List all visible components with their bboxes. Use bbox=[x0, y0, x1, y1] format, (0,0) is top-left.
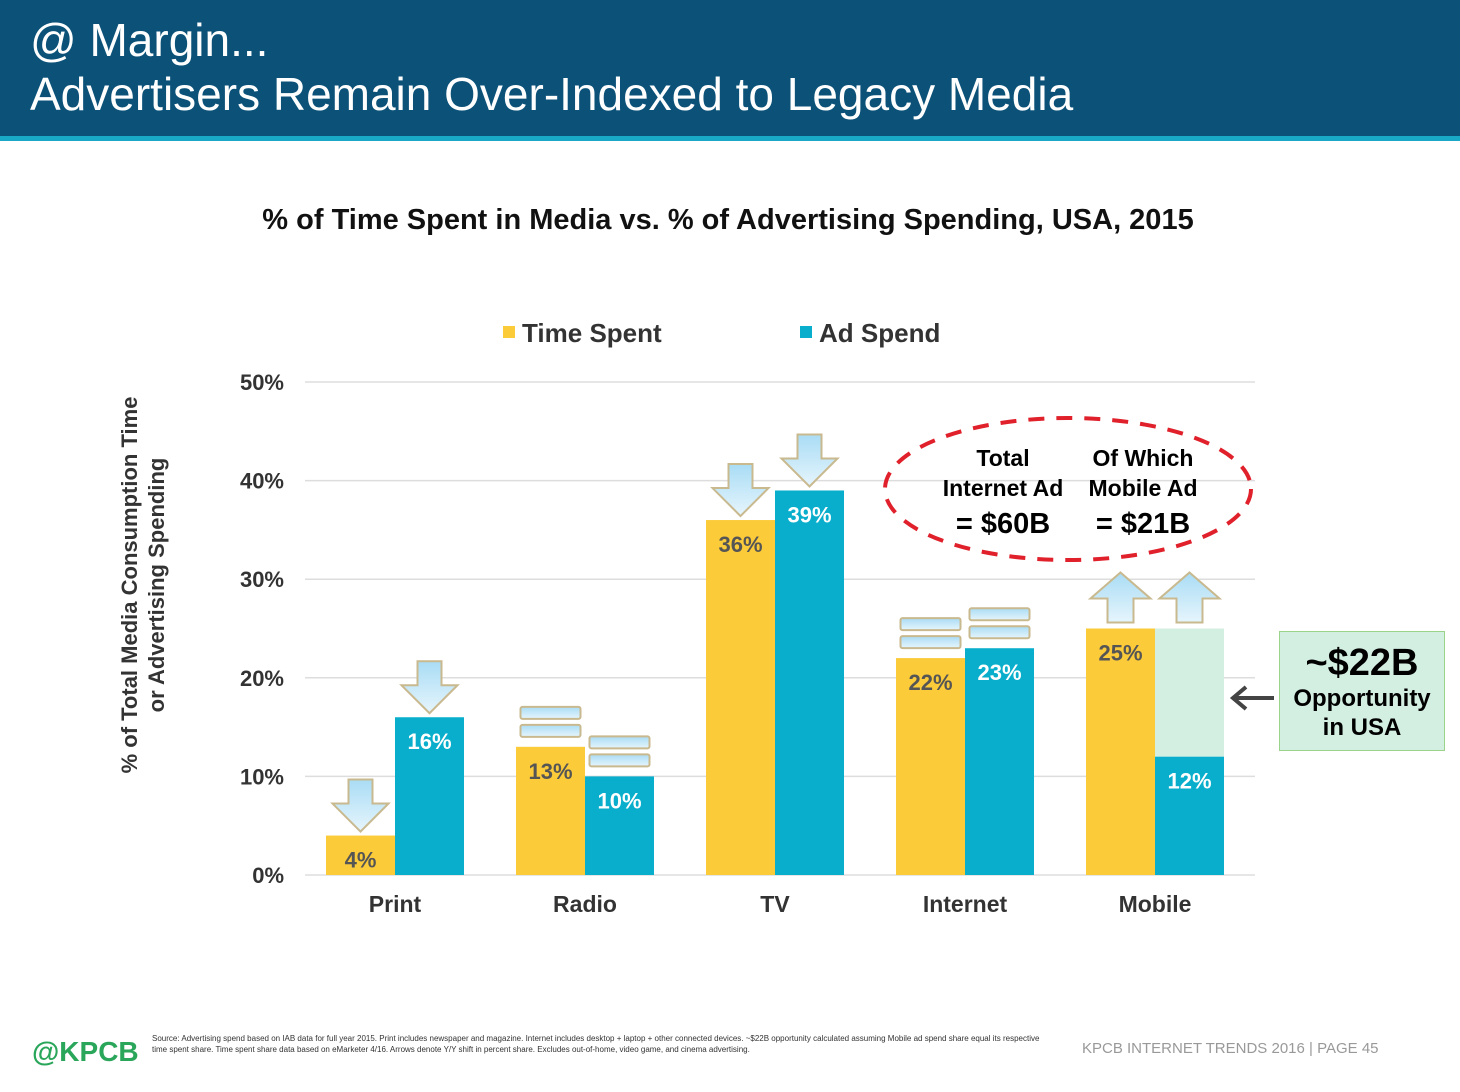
y-axis-title: % of Total Media Consumption Time or Adv… bbox=[117, 397, 169, 774]
bar-ad-spend-print bbox=[395, 717, 464, 875]
oval-text: Total bbox=[976, 445, 1029, 471]
x-tick-label: TV bbox=[760, 891, 790, 917]
bar-ad-spend-mobile bbox=[1155, 756, 1224, 875]
equal-sign-icon bbox=[588, 753, 651, 768]
equal-sign-icon bbox=[899, 635, 962, 650]
bar-time-spent-internet bbox=[896, 658, 965, 875]
page-footer: KPCB INTERNET TRENDS 2016 | PAGE 45 bbox=[1082, 1040, 1379, 1057]
mobile-opportunity-gap bbox=[1155, 628, 1224, 757]
equal-sign-icon bbox=[519, 723, 582, 738]
oval-value-mobile: = $21B bbox=[1096, 508, 1190, 540]
y-tick-label: 30% bbox=[240, 567, 284, 592]
x-tick-label: Internet bbox=[923, 891, 1008, 917]
equal-sign-icon bbox=[588, 735, 651, 750]
down-arrow-icon bbox=[330, 778, 391, 833]
header-line-1: @ Margin... bbox=[30, 14, 269, 66]
legend-label-ad-spend: Ad Spend bbox=[819, 318, 940, 348]
x-tick-label: Mobile bbox=[1119, 891, 1192, 917]
data-label: 13% bbox=[528, 759, 572, 784]
data-label: 22% bbox=[908, 670, 952, 695]
equal-sign-icon bbox=[968, 625, 1031, 640]
y-tick-label: 10% bbox=[240, 764, 284, 789]
up-arrow-icon bbox=[1087, 571, 1154, 624]
equal-sign-icon bbox=[519, 705, 582, 720]
data-label: 12% bbox=[1167, 769, 1211, 794]
source-note: Source: Advertising spend based on IAB d… bbox=[152, 1034, 1040, 1054]
legend-label-time-spent: Time Spent bbox=[522, 318, 662, 348]
oval-text: Of Which bbox=[1093, 445, 1194, 471]
data-label: 36% bbox=[718, 532, 762, 557]
bar-time-spent-tv bbox=[706, 520, 775, 875]
y-tick-label: 40% bbox=[240, 469, 284, 494]
oval-value-internet: = $60B bbox=[956, 508, 1050, 540]
dashed-oval bbox=[883, 416, 1253, 562]
bar-ad-spend-tv bbox=[775, 490, 844, 875]
slide-header: @ Margin... Advertisers Remain Over-Inde… bbox=[0, 0, 1460, 141]
bar-time-spent-radio bbox=[516, 746, 585, 875]
x-tick-label: Radio bbox=[553, 891, 617, 917]
bar-time-spent-mobile bbox=[1086, 628, 1155, 875]
data-label: 4% bbox=[345, 848, 377, 873]
opportunity-callout: ~$22B Opportunity in USA bbox=[1279, 631, 1445, 751]
data-label: 23% bbox=[977, 660, 1021, 685]
y-tick-label: 0% bbox=[252, 863, 284, 888]
data-label: 25% bbox=[1098, 641, 1142, 666]
up-arrow-icon bbox=[1156, 571, 1223, 624]
callout-oval: Total Internet Ad = $60B Of Which Mobile… bbox=[883, 416, 1253, 562]
down-arrow-icon bbox=[399, 660, 460, 715]
down-arrow-icon bbox=[779, 433, 840, 488]
legend-swatch-ad-spend bbox=[800, 326, 812, 338]
data-label: 39% bbox=[787, 502, 831, 527]
bar-ad-spend-internet bbox=[965, 648, 1034, 875]
equal-sign-icon bbox=[899, 617, 962, 632]
data-label: 10% bbox=[597, 788, 641, 813]
oval-text: Internet Ad bbox=[943, 475, 1064, 501]
bar-ad-spend-radio bbox=[585, 776, 654, 875]
equal-sign-icon bbox=[968, 607, 1031, 622]
opportunity-line-2: in USA bbox=[1322, 714, 1402, 741]
oval-text: Mobile Ad bbox=[1088, 475, 1197, 501]
down-arrow-icon bbox=[710, 463, 771, 518]
x-tick-label: Print bbox=[369, 891, 422, 917]
opportunity-line-1: Opportunity bbox=[1293, 685, 1431, 712]
bar-time-spent-print bbox=[326, 835, 395, 875]
y-tick-label: 20% bbox=[240, 666, 284, 691]
left-arrow-icon bbox=[1229, 685, 1274, 711]
kpcb-logo: @KPCB bbox=[32, 1036, 139, 1067]
data-label: 16% bbox=[407, 729, 451, 754]
chart-title: % of Time Spent in Media vs. % of Advert… bbox=[262, 204, 1193, 236]
legend: Time Spent Ad Spend bbox=[503, 318, 940, 348]
y-tick-label: 50% bbox=[240, 370, 284, 395]
slide-title: Advertisers Remain Over-Indexed to Legac… bbox=[30, 68, 1074, 120]
legend-swatch-time-spent bbox=[503, 326, 515, 338]
opportunity-amount: ~$22B bbox=[1305, 642, 1419, 684]
y-axis-title-line-1: % of Total Media Consumption Time bbox=[117, 397, 142, 774]
y-axis-title-line-2: or Advertising Spending bbox=[144, 458, 169, 713]
